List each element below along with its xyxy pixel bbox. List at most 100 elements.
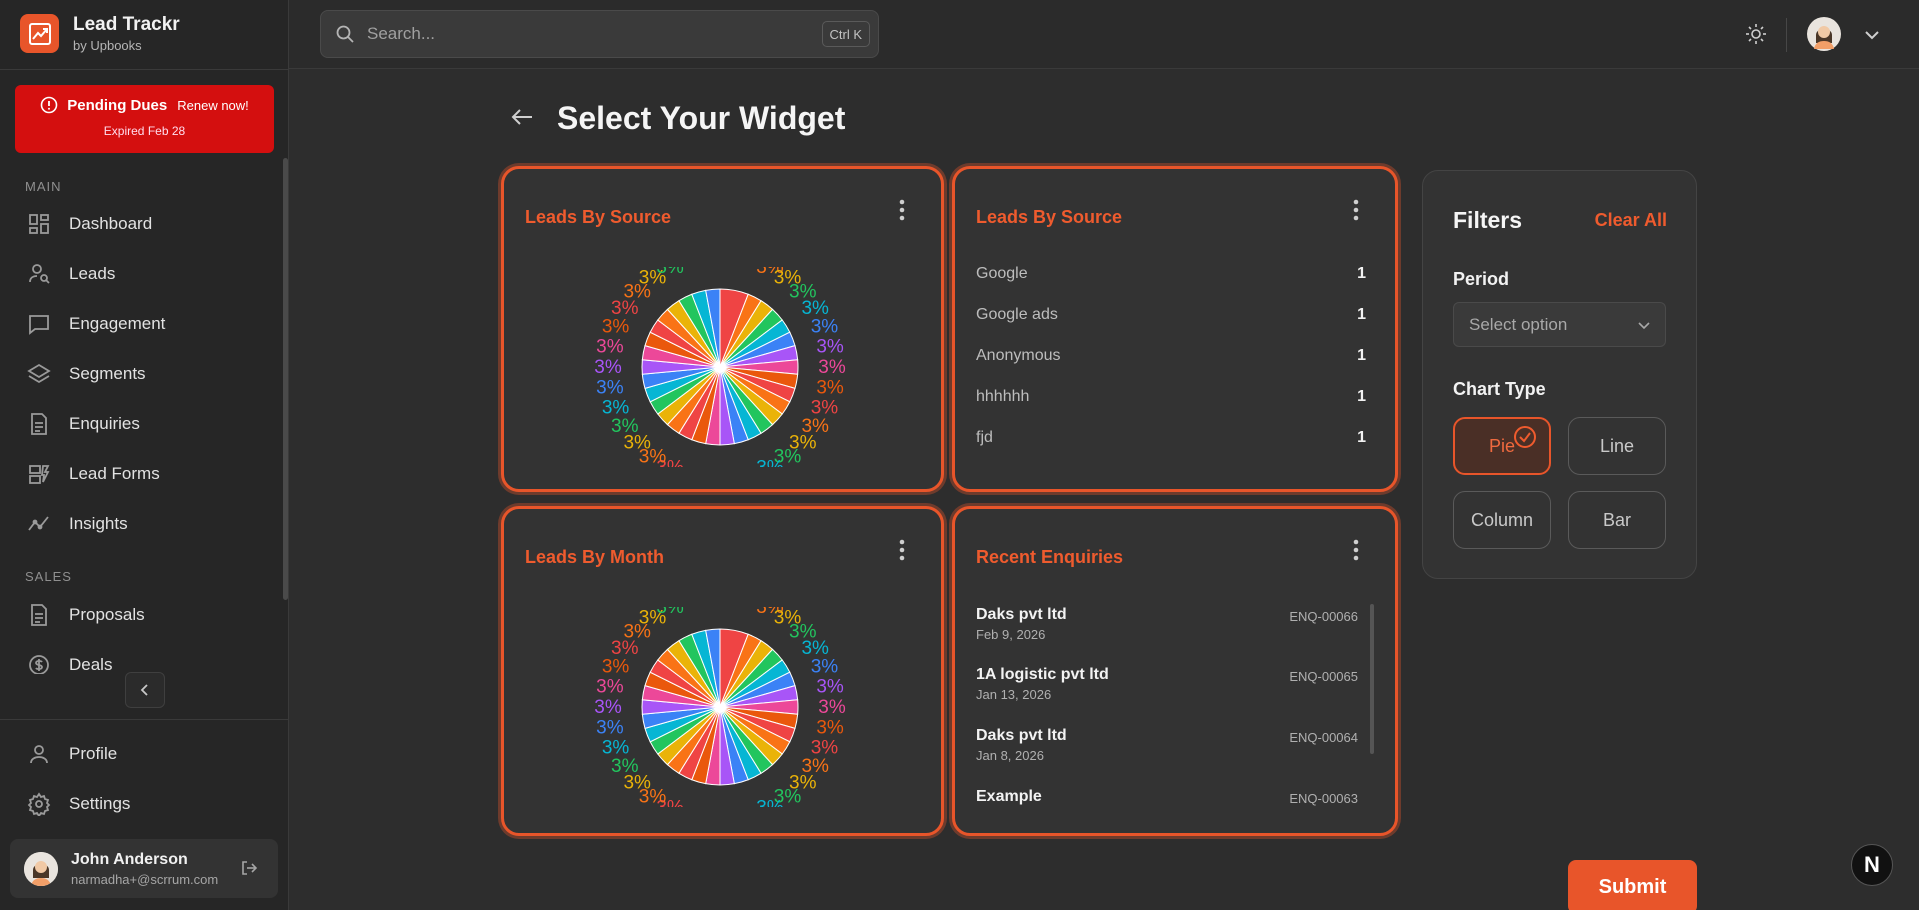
divider: [0, 719, 289, 720]
chevron-down-icon[interactable]: [1863, 26, 1881, 49]
list-item[interactable]: Daks pvt ltd Feb 9, 2026 ENQ-00066: [976, 606, 1358, 642]
sidebar-item-proposals[interactable]: Proposals: [25, 600, 145, 630]
sidebar-item-label: Proposals: [69, 605, 145, 624]
enquiry-date: Jan 13, 2026: [976, 687, 1052, 702]
pie-slice-label: 3%: [811, 737, 839, 758]
brand-name: Lead Trackr: [73, 14, 180, 35]
pie-slice-label: 3%: [623, 772, 651, 793]
sidebar-item-insights[interactable]: Insights: [25, 509, 128, 539]
sidebar: Lead Trackr by Upbooks Pending Dues Rene…: [0, 0, 289, 910]
chart-type-label-text: Bar: [1602, 509, 1631, 530]
sidebar-item-dashboard[interactable]: Dashboard: [25, 209, 152, 239]
chart-type-label-text: Line: [1599, 435, 1635, 456]
pie-slice-label: 3%: [774, 786, 802, 807]
sidebar-item-lead-forms[interactable]: Lead Forms: [25, 459, 160, 489]
pie-slice-label: 3%: [774, 446, 802, 467]
list-item[interactable]: Daks pvt ltd Jan 8, 2026 ENQ-00064: [976, 727, 1358, 763]
enquiry-company: Daks pvt ltd: [976, 606, 1067, 623]
chart-type-label-text: Column: [1470, 509, 1534, 530]
pie-slice[interactable]: [705, 628, 721, 708]
chart-type-bar-button[interactable]: Bar: [1568, 491, 1666, 549]
avatar[interactable]: [1807, 17, 1841, 51]
sidebar-item-label: Leads: [69, 264, 116, 283]
widget-card-leads-by-month[interactable]: Leads By Month 6%3%3%3%3%3%3%3%3%3%3%3%3…: [501, 506, 944, 836]
pie-slice-label: 6%: [727, 607, 755, 608]
list-item: hhhhhh 1: [976, 388, 1366, 406]
pie-slice-label: 6%: [727, 267, 755, 268]
sidebar-item-deals[interactable]: Deals: [25, 650, 112, 674]
widget-card-leads-by-source-list[interactable]: Leads By Source Google 1 Google ads 1 Anon…: [952, 166, 1398, 492]
pie-slice-label: 3%: [818, 697, 846, 718]
pie-slice-label: 3%: [801, 756, 829, 777]
sidebar-item-engagement[interactable]: Engagement: [25, 309, 165, 339]
topbar: Search... Ctrl K: [289, 0, 1919, 69]
chevron-left-icon: [140, 684, 148, 696]
pie-slice-label: 3%: [602, 737, 630, 758]
source-name: fjd: [976, 429, 993, 446]
source-name: Google: [976, 265, 1028, 282]
clear-all-button[interactable]: Clear All: [1594, 210, 1667, 230]
sidebar-item-enquiries[interactable]: Enquiries: [25, 409, 140, 439]
period-select[interactable]: Select option: [1453, 302, 1666, 347]
list-item: Google 1: [976, 265, 1366, 283]
sidebar-item-segments[interactable]: Segments: [25, 359, 146, 389]
sidebar-scrollbar[interactable]: [283, 158, 288, 600]
chart-type-column-button[interactable]: Column: [1453, 491, 1551, 549]
widget-card-leads-by-source-pie[interactable]: Leads By Source 6%3%3%3%3%3%3%3%3%3%3%3%…: [501, 166, 944, 492]
pie-slice-label: 3%: [816, 378, 844, 399]
enquiry-company: 1A logistic pvt ltd: [976, 666, 1109, 683]
sidebar-item-leads[interactable]: Leads: [25, 259, 115, 289]
search-input[interactable]: Search... Ctrl K: [320, 10, 879, 58]
pie-slice[interactable]: [705, 288, 721, 368]
search-shortcut: Ctrl K: [821, 21, 870, 47]
collapse-sidebar-button[interactable]: [125, 672, 165, 708]
user-card[interactable]: John Anderson narmadha+@scrrum.com: [10, 839, 278, 898]
list-item: fjd 1: [976, 429, 1366, 447]
list-item[interactable]: 1A logistic pvt ltd Jan 13, 2026 ENQ-000…: [976, 666, 1358, 702]
logout-icon[interactable]: [240, 859, 258, 882]
pie-slice-label: 3%: [811, 657, 839, 678]
sidebar-item-profile[interactable]: Profile: [25, 739, 117, 769]
brand[interactable]: Lead Trackr by Upbooks: [20, 14, 180, 53]
widget-title: Leads By Source: [976, 207, 1123, 227]
list-item[interactable]: Example ENQ-00063: [976, 788, 1358, 806]
next-dev-badge[interactable]: N: [1851, 844, 1893, 886]
divider: [0, 69, 289, 70]
dollar-icon: [25, 651, 53, 674]
source-count: 1: [1357, 388, 1366, 405]
more-options-icon[interactable]: [1353, 539, 1359, 566]
theme-toggle-sun-icon[interactable]: [1745, 23, 1767, 50]
submit-button[interactable]: Submit: [1568, 860, 1697, 910]
layers-icon: [25, 360, 53, 388]
pie-slice-label: 3%: [737, 465, 765, 467]
more-options-icon[interactable]: [1353, 199, 1359, 226]
pending-dues-banner[interactable]: Pending Dues Renew now! Expired Feb 28: [15, 85, 274, 153]
sidebar-item-label: Enquiries: [69, 414, 140, 433]
sidebar-item-label: Settings: [69, 794, 131, 813]
alert-icon: [40, 96, 58, 114]
period-placeholder: Select option: [1469, 314, 1568, 334]
sidebar-item-settings[interactable]: Settings: [25, 789, 130, 819]
more-options-icon[interactable]: [899, 199, 905, 226]
chart-type-label: Chart Type: [1453, 379, 1546, 399]
back-arrow-icon[interactable]: [509, 104, 535, 135]
pie-slice-label: 3%: [816, 336, 844, 357]
pie-chart-area: 6%3%3%3%3%3%3%3%3%3%3%3%3%3%3%3%3%3%3%3%…: [580, 585, 860, 829]
pie-slice-label: 3%: [639, 608, 667, 629]
divider: [1786, 18, 1787, 52]
trend-icon: [25, 510, 53, 538]
enquiry-id: ENQ-00064: [1289, 730, 1358, 745]
renew-link[interactable]: Renew now!: [177, 97, 249, 113]
source-count: 1: [1357, 265, 1366, 282]
chart-type-line-button[interactable]: Line: [1568, 417, 1666, 475]
chart-type-pie-button[interactable]: Pie: [1453, 417, 1551, 475]
sidebar-item-label: Segments: [69, 364, 146, 383]
pie-slice-label: 3%: [602, 317, 630, 338]
pie-chart: 6%3%3%3%3%3%3%3%3%3%3%3%3%3%3%3%3%3%3%3%…: [594, 245, 846, 489]
pie-slice-label: 3%: [596, 336, 624, 357]
more-options-icon[interactable]: [899, 539, 905, 566]
enquiry-company: Daks pvt ltd: [976, 727, 1067, 744]
enquiries-scrollbar[interactable]: [1370, 604, 1374, 754]
sidebar-item-label: Lead Forms: [69, 464, 160, 483]
widget-card-recent-enquiries[interactable]: Recent Enquiries Daks pvt ltd Feb 9, 202…: [952, 506, 1398, 836]
